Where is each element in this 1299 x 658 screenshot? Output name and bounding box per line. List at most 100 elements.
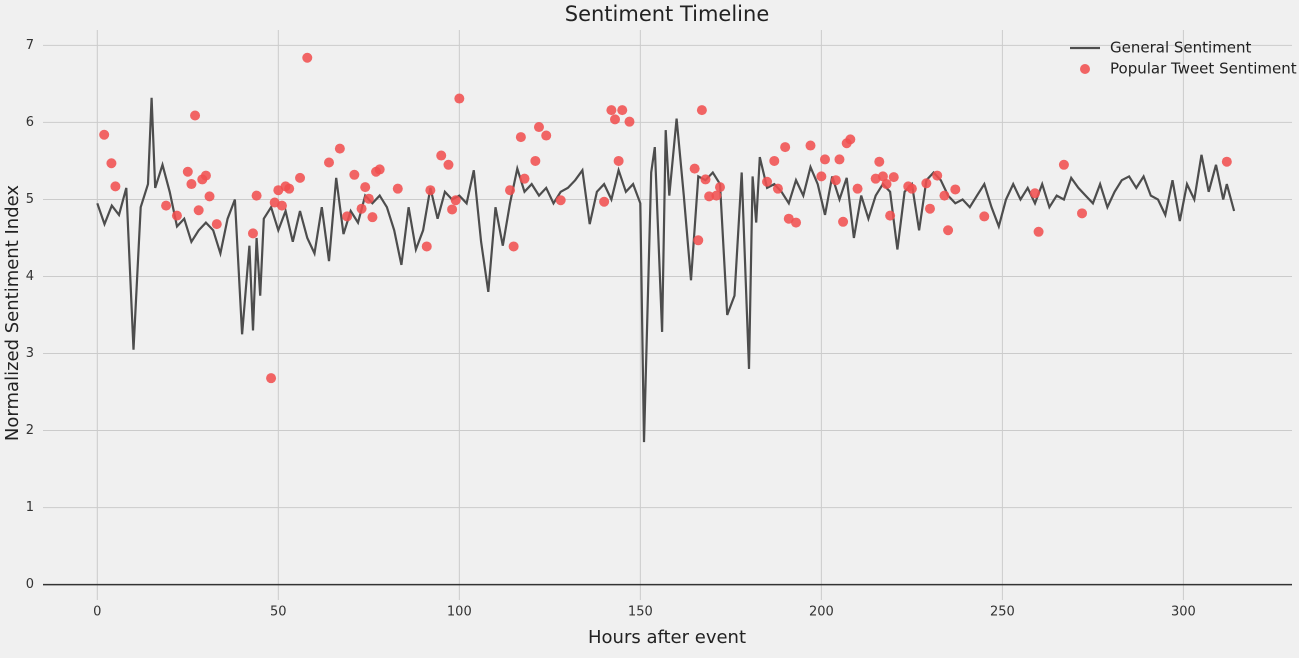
y-tick-label: 6 (26, 115, 34, 130)
tweet-point (454, 93, 465, 104)
tweet-point (541, 130, 552, 141)
tweet-point (193, 205, 204, 216)
tweet-point (425, 185, 436, 196)
legend-label: Popular Tweet Sentiment (1110, 60, 1297, 78)
x-axis-label: Hours after event (588, 627, 746, 648)
tweet-point (356, 203, 367, 214)
tweet-point (939, 190, 950, 201)
tweet-point (1221, 156, 1232, 167)
tweet-point (704, 191, 715, 202)
tweet-point (610, 114, 621, 125)
tweet-point (519, 173, 530, 184)
tweet-point (284, 183, 295, 194)
tweet-point (443, 159, 454, 170)
tweet-point (1077, 208, 1088, 219)
tweet-point (530, 155, 541, 166)
y-tick-label: 5 (26, 192, 34, 207)
tweet-point (791, 217, 802, 228)
tweet-point (334, 143, 345, 154)
tweet-point (819, 154, 830, 165)
legend-label: General Sentiment (1110, 39, 1252, 57)
tweet-point (830, 175, 841, 186)
tweet-point (979, 211, 990, 222)
tweet-point (805, 140, 816, 151)
tweet-point (1058, 159, 1069, 170)
tweet-point (211, 219, 222, 230)
tweet-point (367, 212, 378, 223)
y-tick-label: 7 (26, 38, 34, 53)
x-tick-label: 150 (628, 605, 653, 620)
tweet-point (624, 116, 635, 127)
x-tick-label: 100 (447, 605, 472, 620)
tweet-point (816, 171, 827, 182)
tweet-point (877, 171, 888, 182)
tweet-point (392, 183, 403, 194)
tweet-point (769, 155, 780, 166)
tweet-point (606, 105, 617, 116)
y-axis-label: Normalized Sentiment Index (2, 185, 23, 441)
tweet-point (421, 241, 432, 252)
tweet-point (342, 211, 353, 222)
tweet-point (204, 191, 215, 202)
sentiment-line (96, 97, 1236, 443)
tweet-point (693, 235, 704, 246)
tweet-point (106, 158, 117, 169)
tweet-point (505, 185, 516, 196)
legend-marker (1080, 64, 1090, 74)
y-tick-label: 3 (26, 346, 34, 361)
tweet-point (182, 166, 193, 177)
tweet-point (324, 157, 335, 168)
tweet-point (171, 210, 182, 221)
tweet-point (780, 142, 791, 153)
tweet-point (613, 155, 624, 166)
tweet-point (533, 122, 544, 133)
x-tick-label: 300 (1171, 605, 1196, 620)
tweet-point (349, 169, 360, 180)
tweet-point (200, 170, 211, 181)
tweet-point (251, 190, 262, 201)
tweet-point (885, 210, 896, 221)
tweet-point (295, 172, 306, 183)
tweet-point (1033, 226, 1044, 237)
tweet-point (924, 203, 935, 214)
tweet-point (921, 178, 932, 189)
tweet-point (906, 183, 917, 194)
x-tick-label: 250 (990, 605, 1015, 620)
tweet-point (762, 176, 773, 187)
tweet-point (247, 228, 258, 239)
tweet-point (599, 196, 610, 207)
tweet-point (266, 373, 277, 384)
tweet-point (689, 163, 700, 174)
tweet-point (276, 200, 287, 211)
x-tick-label: 50 (270, 605, 287, 620)
y-tick-label: 4 (26, 269, 34, 284)
tweet-point (943, 225, 954, 236)
y-tick-label: 1 (26, 500, 34, 515)
x-tick-label: 0 (93, 605, 101, 620)
tweet-point (1029, 188, 1040, 199)
tweet-point (932, 170, 943, 181)
y-tick-label: 0 (26, 577, 34, 592)
tweet-point (852, 183, 863, 194)
tweet-point (696, 105, 707, 116)
tweet-point (447, 204, 458, 215)
tweet-point (450, 195, 461, 206)
tweet-point (700, 174, 711, 185)
tweet-point (302, 52, 313, 63)
tweet-point (515, 132, 526, 143)
y-tick-label: 2 (26, 423, 34, 438)
tweet-point (161, 200, 172, 211)
chart-title: Sentiment Timeline (565, 2, 770, 26)
tweet-point (834, 154, 845, 165)
tweet-point (508, 241, 519, 252)
tweet-point (888, 172, 899, 183)
tweet-point (186, 179, 197, 190)
tweet-point (617, 105, 628, 116)
x-tick-label: 200 (809, 605, 834, 620)
tweet-point (374, 164, 385, 175)
tweet-point (714, 182, 725, 193)
tweet-point (838, 216, 849, 227)
tweet-point (360, 182, 371, 193)
